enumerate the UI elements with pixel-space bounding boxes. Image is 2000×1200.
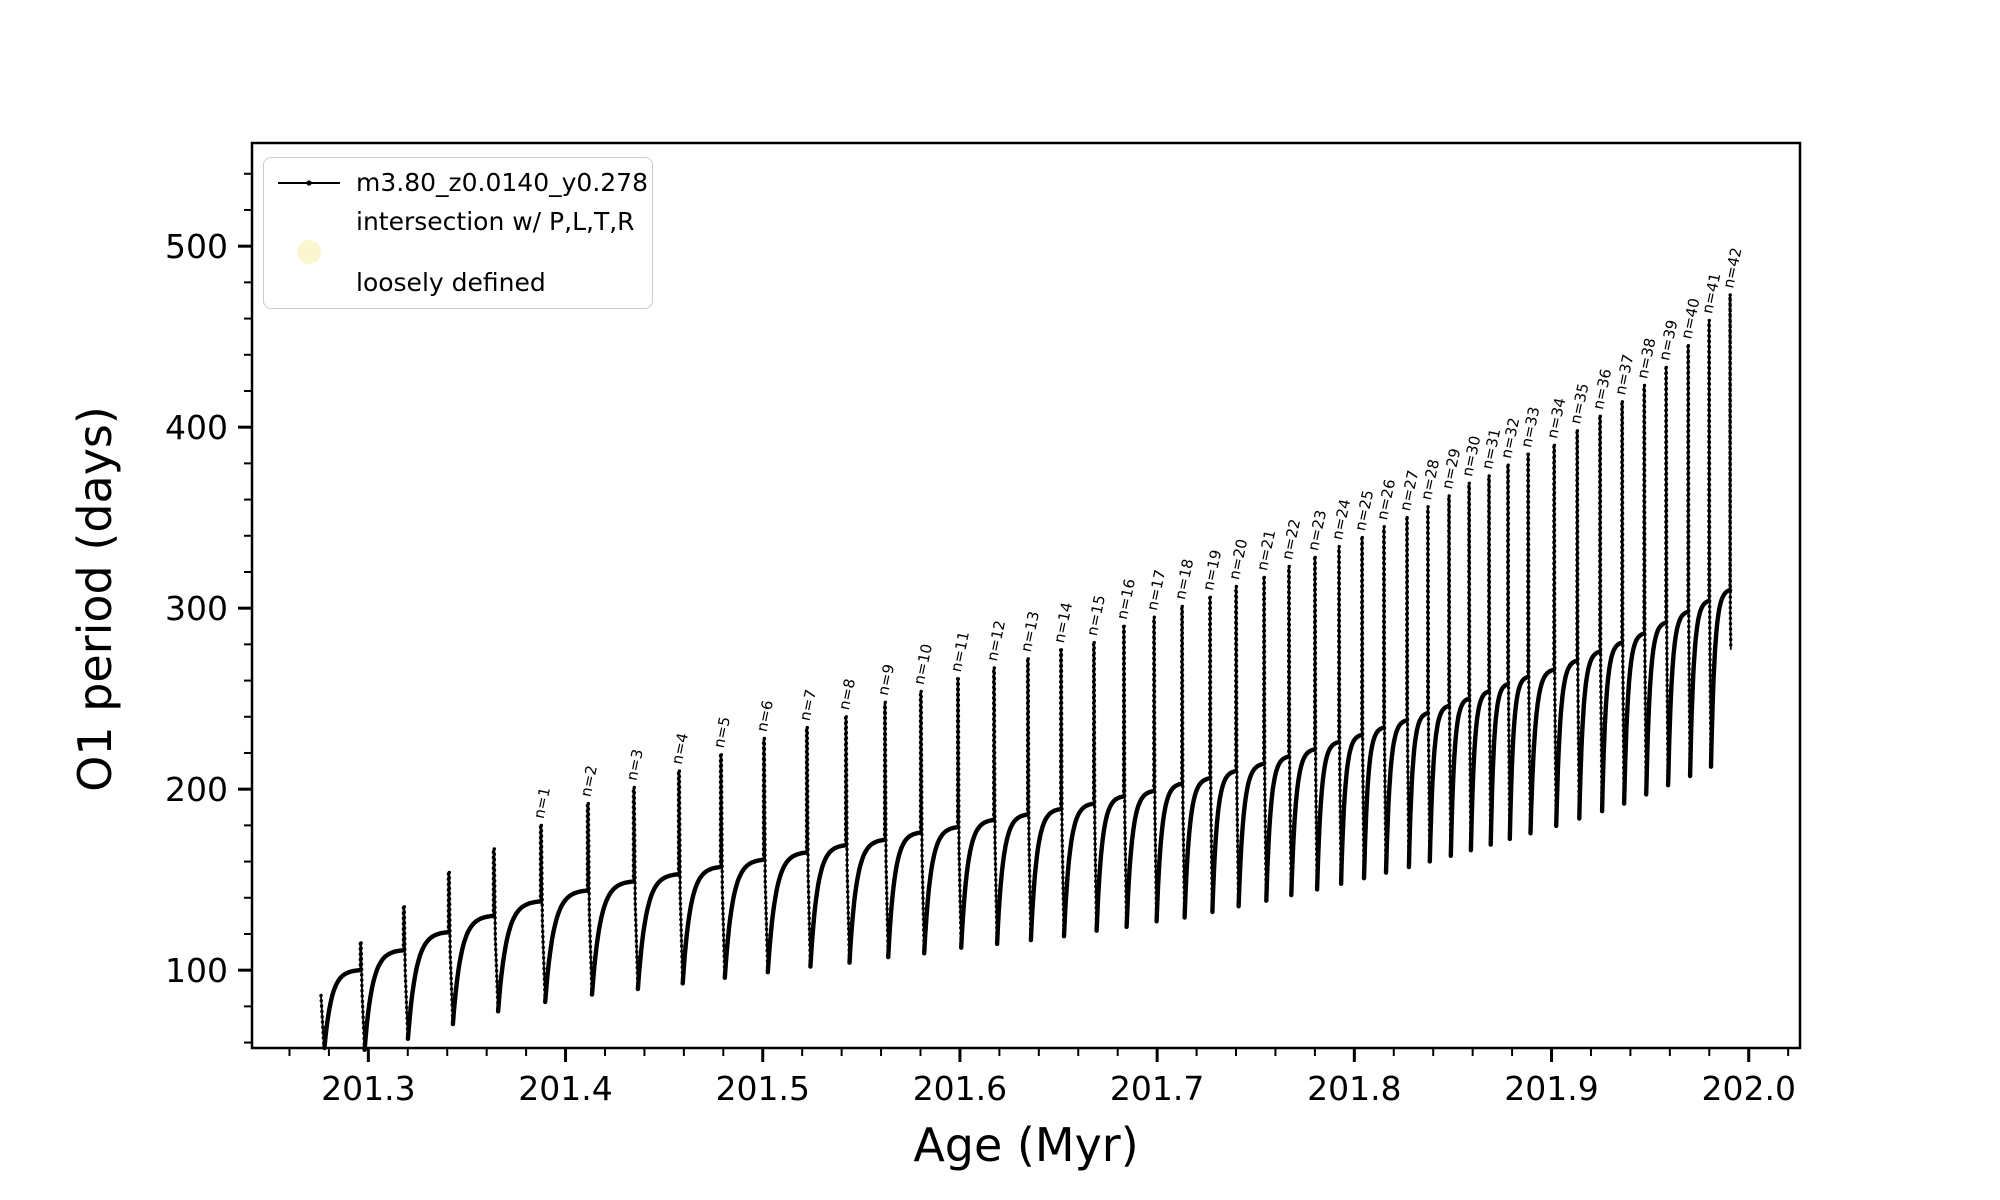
pulse-label: n=7	[796, 688, 820, 723]
pulse-label: n=20	[1225, 537, 1251, 581]
x-tick-label: 201.7	[1110, 1069, 1204, 1108]
y-axis-label: O1 period (days)	[68, 406, 122, 792]
legend-entry-series: m3.80_z0.0140_y0.278	[276, 168, 648, 199]
y-tick-label: 300	[165, 589, 228, 628]
legend-intersection-line2: loosely defined	[356, 267, 546, 297]
pulse-label: n=1	[530, 786, 554, 821]
pulse-label: n=26	[1373, 478, 1399, 522]
legend-entry-intersection: intersection w/ P,L,T,R loosely defined	[276, 207, 638, 299]
pulse-label: n=39	[1655, 318, 1681, 362]
x-tick-label: 202.0	[1701, 1069, 1795, 1108]
pulse-label: n=42	[1719, 246, 1745, 290]
legend: m3.80_z0.0140_y0.278 intersection w/ P,L…	[263, 157, 653, 309]
x-tick-label: 201.3	[321, 1069, 415, 1108]
plot-frame	[250, 141, 1802, 1050]
pulse-label: n=6	[753, 699, 777, 734]
legend-intersection-label: intersection w/ P,L,T,R loosely defined	[356, 207, 635, 299]
pulse-label: n=21	[1253, 528, 1279, 572]
pulse-label: n=15	[1083, 593, 1109, 637]
pulse-label: n=3	[623, 748, 647, 783]
pulse-label: n=34	[1543, 396, 1569, 440]
y-tick-label: 500	[165, 227, 228, 266]
pulse-label: n=19	[1199, 548, 1225, 592]
pulse-label: n=23	[1304, 508, 1330, 552]
y-tick-label: 400	[165, 408, 228, 447]
x-tick-label: 201.8	[1307, 1069, 1401, 1108]
series-line	[322, 587, 1733, 1052]
x-tick-label: 201.4	[518, 1069, 612, 1108]
pulse-label: n=24	[1328, 497, 1354, 541]
x-tick-label: 201.6	[913, 1069, 1007, 1108]
pulse-label: n=13	[1017, 610, 1043, 654]
y-tick-label: 200	[165, 770, 228, 809]
pulse-label: n=14	[1050, 601, 1076, 645]
pulse-label: n=8	[835, 677, 859, 712]
pulse-label: n=22	[1278, 517, 1304, 561]
pulse-label: n=35	[1566, 382, 1592, 426]
line-with-dot-icon	[276, 176, 342, 190]
pulse-label: n=16	[1113, 577, 1139, 621]
pulse-label: n=5	[710, 715, 734, 750]
x-tick-label: 201.9	[1504, 1069, 1598, 1108]
legend-series-label: m3.80_z0.0140_y0.278	[356, 168, 648, 197]
x-tick-label: 201.5	[715, 1069, 809, 1108]
pulse-label: n=33	[1517, 405, 1543, 449]
series-spike-lines	[320, 294, 1732, 1050]
pulse-label: n=12	[983, 619, 1009, 663]
pulse-label: n=10	[910, 642, 936, 686]
pulse-label: n=2	[577, 764, 601, 799]
pulse-label: n=25	[1351, 488, 1377, 532]
pulse-label: n=9	[874, 662, 898, 697]
series-spike-dots	[319, 293, 1733, 1052]
pulse-label: n=18	[1171, 557, 1197, 601]
pulse-label: n=17	[1143, 568, 1169, 612]
pulse-label: n=4	[668, 731, 692, 766]
x-axis-label: Age (Myr)	[913, 1118, 1139, 1172]
legend-intersection-line1: intersection w/ P,L,T,R	[356, 206, 635, 236]
y-tick-label: 100	[165, 951, 228, 990]
pulse-label: n=11	[947, 630, 973, 674]
circle-marker-icon	[276, 237, 342, 267]
